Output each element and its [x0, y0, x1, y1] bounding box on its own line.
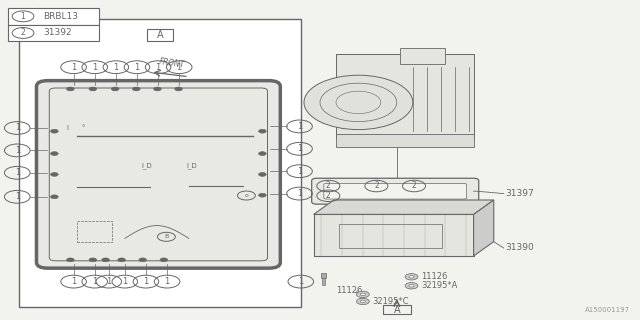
Text: I: I — [66, 125, 68, 131]
Circle shape — [67, 258, 74, 262]
Text: o: o — [244, 193, 248, 198]
Text: 2: 2 — [326, 181, 331, 190]
Circle shape — [259, 193, 266, 197]
Text: 1: 1 — [92, 277, 97, 286]
Text: B: B — [164, 234, 168, 239]
Text: 1: 1 — [15, 168, 20, 177]
Text: 2: 2 — [412, 181, 417, 190]
Text: 32195*C: 32195*C — [372, 297, 409, 306]
Bar — [19, 19, 301, 307]
Bar — [8, 8, 99, 25]
Bar — [336, 54, 474, 138]
Text: 1: 1 — [297, 167, 302, 176]
Text: 1: 1 — [297, 144, 302, 153]
Text: 11126: 11126 — [421, 272, 447, 281]
Circle shape — [51, 172, 58, 176]
Bar — [321, 273, 326, 278]
Text: 2: 2 — [20, 28, 26, 37]
Circle shape — [409, 276, 414, 278]
Circle shape — [111, 87, 119, 91]
Circle shape — [259, 152, 266, 156]
FancyBboxPatch shape — [324, 183, 467, 199]
Text: °: ° — [81, 125, 85, 131]
Text: 11126: 11126 — [336, 286, 362, 295]
Text: BRBL13: BRBL13 — [43, 12, 78, 21]
Text: 1: 1 — [298, 277, 303, 286]
Text: 31390: 31390 — [506, 244, 534, 252]
Bar — [339, 224, 442, 248]
Polygon shape — [314, 200, 494, 214]
Text: 1: 1 — [113, 63, 118, 72]
Circle shape — [160, 258, 168, 262]
Polygon shape — [474, 200, 494, 256]
Text: 1: 1 — [20, 12, 26, 21]
Text: 1: 1 — [15, 192, 20, 201]
Text: 32195*A: 32195*A — [421, 281, 458, 290]
FancyBboxPatch shape — [312, 178, 479, 204]
Text: 2: 2 — [326, 191, 331, 200]
Text: 1: 1 — [92, 63, 97, 72]
Circle shape — [356, 298, 369, 305]
Text: I_D: I_D — [187, 162, 197, 169]
Text: A: A — [157, 30, 163, 40]
Text: FRONT: FRONT — [158, 57, 185, 70]
Circle shape — [132, 87, 140, 91]
Bar — [400, 48, 445, 64]
Text: 31392: 31392 — [43, 28, 72, 37]
Text: 31397: 31397 — [506, 189, 534, 198]
Text: 1: 1 — [106, 277, 111, 286]
Text: 1: 1 — [15, 146, 20, 155]
Circle shape — [360, 300, 365, 303]
FancyBboxPatch shape — [36, 81, 280, 268]
Bar — [322, 278, 324, 285]
Circle shape — [304, 75, 413, 130]
Text: 2: 2 — [374, 181, 379, 190]
Text: A: A — [394, 305, 400, 315]
Text: 1: 1 — [134, 63, 140, 72]
Text: A150001197: A150001197 — [585, 307, 630, 313]
Text: 1: 1 — [71, 277, 76, 286]
Circle shape — [51, 195, 58, 199]
Circle shape — [356, 291, 369, 298]
Circle shape — [89, 87, 97, 91]
Text: 1: 1 — [143, 277, 148, 286]
Bar — [8, 25, 99, 41]
Text: I_D: I_D — [142, 162, 152, 169]
Text: 1: 1 — [71, 63, 76, 72]
Text: 1: 1 — [177, 63, 182, 72]
Circle shape — [154, 87, 161, 91]
Text: 1: 1 — [122, 277, 127, 286]
Circle shape — [175, 87, 182, 91]
Bar — [314, 214, 474, 256]
Circle shape — [259, 129, 266, 133]
Circle shape — [67, 87, 74, 91]
Circle shape — [139, 258, 147, 262]
Text: 1: 1 — [297, 122, 302, 131]
Text: 1: 1 — [164, 277, 170, 286]
Circle shape — [51, 129, 58, 133]
Bar — [336, 134, 474, 147]
Circle shape — [360, 293, 365, 296]
Circle shape — [259, 172, 266, 176]
Circle shape — [51, 152, 58, 156]
Circle shape — [102, 258, 109, 262]
Text: 1: 1 — [297, 189, 302, 198]
Bar — [77, 221, 112, 242]
Circle shape — [118, 258, 125, 262]
Circle shape — [409, 284, 414, 287]
Text: 1: 1 — [156, 63, 161, 72]
Circle shape — [405, 283, 418, 289]
Text: 1: 1 — [15, 124, 20, 132]
Circle shape — [405, 274, 418, 280]
Circle shape — [89, 258, 97, 262]
